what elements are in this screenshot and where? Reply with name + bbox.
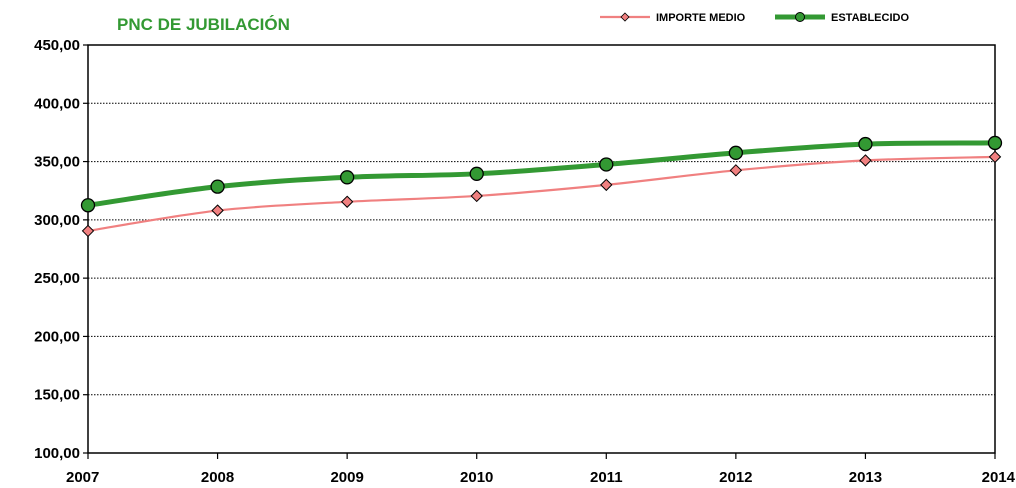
y-tick-label: 450,00 xyxy=(34,37,80,54)
y-tick-label: 400,00 xyxy=(34,95,80,112)
x-tick-label: 2012 xyxy=(719,469,752,486)
data-point-establecido xyxy=(80,198,96,213)
data-point-importe-medio xyxy=(729,164,743,177)
legend-label-establecido: ESTABLECIDO xyxy=(831,12,909,24)
grid-lines xyxy=(88,102,995,396)
series-line-establecido xyxy=(87,140,996,208)
data-point-establecido xyxy=(210,179,225,194)
y-tick-label: 300,00 xyxy=(34,212,80,229)
x-axis-ticks: 2007 2008 2009 2010 2011 2012 2013 2014 xyxy=(66,453,1016,486)
y-axis-ticks: 100,00 150,00 200,00 250,00 300,00 350,00 400,… xyxy=(34,37,88,462)
x-tick-label: 2009 xyxy=(330,469,363,486)
y-tick-label: 200,00 xyxy=(34,328,80,345)
data-point-importe-medio xyxy=(600,178,613,192)
data-point-establecido xyxy=(469,166,484,181)
x-tick-label: 2007 xyxy=(66,469,99,486)
data-point-importe-medio xyxy=(340,195,354,208)
data-point-importe-medio xyxy=(988,150,1002,164)
data-point-importe-medio xyxy=(859,154,872,167)
data-point-importe-medio xyxy=(211,204,224,217)
plot-area-frame xyxy=(87,44,996,454)
data-point-establecido xyxy=(728,145,744,160)
data-point-establecido xyxy=(599,157,614,172)
legend-label-importe-medio: IMPORTE MEDIO xyxy=(656,12,746,24)
legend-marker-establecido xyxy=(795,12,805,22)
x-tick-label: 2013 xyxy=(849,469,882,486)
chart-title: PNC DE JUBILACIÓN xyxy=(117,15,290,34)
x-tick-label: 2011 xyxy=(590,469,623,486)
x-tick-label: 2014 xyxy=(982,469,1016,486)
x-tick-label: 2010 xyxy=(460,469,493,486)
data-point-establecido xyxy=(987,135,1003,151)
data-point-establecido xyxy=(858,136,873,152)
data-point-importe-medio xyxy=(470,189,483,203)
series-group xyxy=(80,135,1003,238)
legend: IMPORTE MEDIO ESTABLECIDO xyxy=(600,12,909,24)
data-point-establecido xyxy=(339,170,355,185)
y-tick-label: 250,00 xyxy=(34,270,80,287)
y-tick-label: 350,00 xyxy=(34,154,80,171)
series-line-importe-medio xyxy=(87,155,996,233)
data-point-importe-medio xyxy=(81,224,95,238)
y-tick-label: 150,00 xyxy=(34,387,80,404)
y-tick-label: 100,00 xyxy=(34,445,80,462)
legend-marker-importe-medio xyxy=(620,12,630,22)
x-tick-label: 2008 xyxy=(201,469,234,486)
